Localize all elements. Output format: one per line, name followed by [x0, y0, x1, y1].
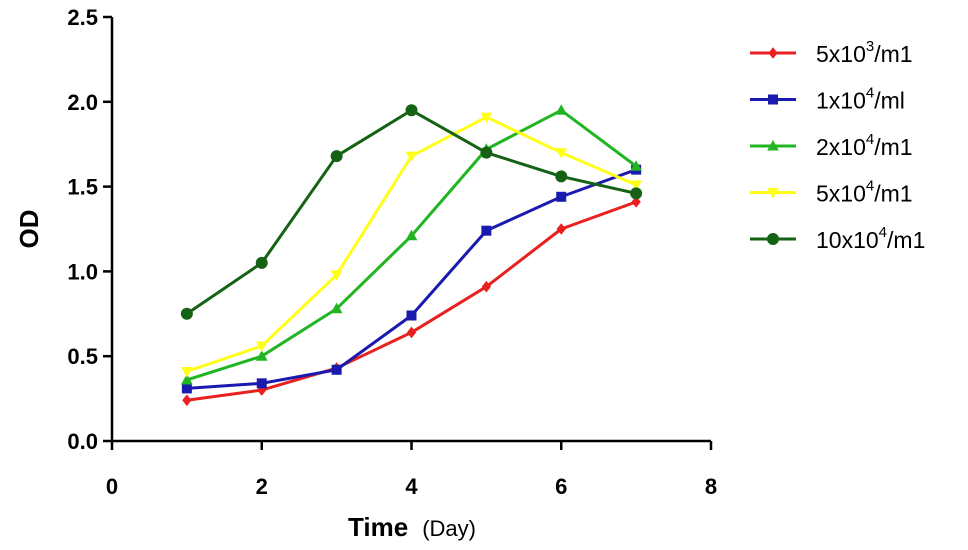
series-5: [180, 104, 643, 320]
data-point: [181, 366, 193, 378]
data-point: [330, 150, 343, 163]
legend-label: 10x104/m1: [816, 224, 925, 253]
data-point: [255, 341, 268, 353]
legend-label-base: 5x10: [816, 41, 866, 67]
series-4: [181, 112, 642, 378]
legend-item: 2x104/m1: [750, 131, 913, 160]
y-tick-label: 2.5: [67, 5, 98, 30]
legend-label-exponent: 4: [866, 178, 874, 195]
data-point: [630, 160, 642, 171]
data-point: [255, 256, 268, 269]
legend-label-base: 5x10: [816, 181, 866, 207]
series-line: [186, 108, 637, 316]
series-line: [186, 108, 638, 382]
data-point: [330, 302, 343, 314]
x-tick-label: 4: [405, 474, 418, 499]
data-point: [555, 148, 568, 159]
data-point: [481, 280, 492, 293]
x-axis-title: Time: [348, 512, 408, 542]
data-point: [556, 191, 567, 202]
axes: [110, 17, 711, 443]
legend-item: 1x104/ml: [750, 85, 905, 114]
y-tick-label: 1.0: [67, 259, 98, 284]
legend-label: 5x104/m1: [816, 178, 913, 207]
data-point: [556, 223, 566, 235]
data-point: [182, 394, 192, 407]
legend-label-exponent: 3: [866, 38, 874, 55]
x-tick-label: 0: [106, 474, 118, 499]
series-3: [181, 104, 642, 385]
data-point: [630, 187, 643, 200]
legend-label-exponent: 4: [879, 224, 887, 241]
legend-item: 10x104/m1: [750, 224, 925, 253]
legend-marker: [767, 233, 779, 245]
data-point: [631, 196, 641, 208]
legend-label-unit: /m1: [874, 181, 912, 207]
data-point: [181, 373, 193, 385]
data-point: [405, 229, 418, 241]
series-layer: [180, 104, 643, 407]
series-1: [182, 196, 641, 407]
data-point: [480, 112, 493, 124]
data-point: [406, 326, 417, 339]
legend-label: 5x103/m1: [816, 38, 913, 67]
y-tick-label: 2.0: [67, 90, 98, 115]
data-point: [256, 378, 267, 389]
data-point: [330, 270, 343, 281]
y-tick-label: 0.5: [67, 344, 98, 369]
x-tick-label: 8: [705, 474, 717, 499]
data-point: [405, 151, 418, 163]
data-point: [555, 104, 568, 115]
data-point: [331, 364, 342, 375]
data-point: [255, 350, 268, 361]
legend-label-base: 2x10: [816, 134, 866, 160]
x-axis-title-group: Time (Day): [348, 512, 476, 542]
y-tick-label: 0.0: [67, 429, 98, 454]
legend-label-unit: /m1: [887, 227, 925, 253]
legend-label-exponent: 4: [866, 131, 874, 148]
axis-ticks: 0.0 0.5 1.0 1.5 2.0 2.5 0 2 4 6 8: [67, 5, 717, 499]
legend-item: 5x103/m1: [750, 38, 913, 67]
x-axis-unit: (Day): [422, 516, 476, 541]
legend-label-base: 10x10: [816, 227, 879, 253]
legend-item: 5x104/m1: [750, 178, 913, 207]
legend-label-unit: /ml: [874, 88, 905, 114]
data-point: [481, 225, 492, 236]
data-point: [630, 180, 642, 191]
data-point: [406, 310, 417, 321]
legend-label: 2x104/m1: [816, 131, 913, 160]
legend: 5x103/m11x104/ml2x104/m15x104/m110x104/m…: [750, 38, 925, 253]
legend-marker: [768, 94, 778, 105]
legend-marker: [768, 47, 778, 59]
data-point: [181, 383, 192, 394]
x-tick-label: 2: [256, 474, 268, 499]
data-point: [480, 146, 493, 159]
series-line: [186, 168, 637, 390]
data-point: [405, 104, 418, 117]
legend-label-exponent: 4: [866, 85, 874, 102]
y-tick-label: 1.5: [67, 175, 98, 200]
legend-label-unit: /m1: [874, 134, 912, 160]
legend-label-unit: /m1: [874, 41, 912, 67]
data-point: [180, 307, 193, 320]
legend-marker: [767, 188, 779, 199]
y-axis-title: OD: [14, 210, 44, 249]
legend-label-base: 1x10: [816, 88, 866, 114]
data-point: [555, 170, 568, 183]
legend-label: 1x104/ml: [816, 85, 905, 114]
x-tick-label: 6: [555, 474, 567, 499]
legend-marker: [767, 139, 779, 151]
